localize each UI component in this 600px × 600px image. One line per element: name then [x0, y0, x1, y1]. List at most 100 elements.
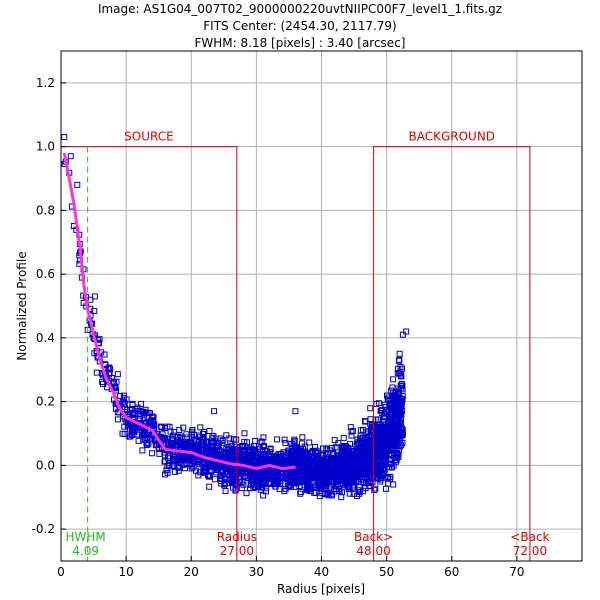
data-point: [124, 406, 131, 413]
data-point: [380, 414, 387, 421]
data-point: [93, 369, 100, 376]
data-point: [314, 454, 321, 461]
data-point: [397, 363, 404, 370]
data-point: [216, 446, 223, 453]
data-point: [243, 490, 250, 497]
data-point: [336, 467, 343, 474]
chart-title: Image: AS1G04_007T02_9000000220uvtNIIPC0…: [97, 2, 503, 16]
data-point: [349, 448, 356, 455]
data-point: [362, 434, 369, 441]
x-tick-label: 70: [509, 565, 524, 579]
region-background-box: [373, 146, 531, 561]
data-point: [228, 442, 235, 449]
data-point: [289, 472, 296, 479]
data-point: [206, 483, 213, 490]
data-point: [240, 474, 247, 481]
data-point: [197, 424, 204, 431]
data-point: [379, 441, 386, 448]
data-point: [219, 467, 226, 474]
data-point: [149, 450, 156, 457]
x-tick-label: 60: [444, 565, 459, 579]
data-point: [371, 487, 378, 494]
data-point: [305, 454, 312, 461]
data-point: [386, 401, 393, 408]
data-point: [398, 425, 405, 432]
x-tick-label: 10: [118, 565, 133, 579]
data-point: [145, 409, 152, 416]
data-point: [291, 452, 298, 459]
region-background-label: BACKGROUND: [408, 130, 495, 144]
data-point: [243, 439, 250, 446]
data-point: [274, 436, 281, 443]
y-tick-label: 1.2: [36, 76, 55, 90]
data-point: [390, 431, 397, 438]
data-point: [99, 380, 106, 387]
data-point: [245, 446, 252, 453]
data-point: [120, 394, 127, 401]
data-point: [130, 427, 137, 434]
data-point: [377, 430, 384, 437]
data-point: [277, 455, 284, 462]
data-point: [362, 442, 369, 449]
data-point: [232, 474, 239, 481]
x-tick-label: 40: [314, 565, 329, 579]
data-point: [337, 458, 344, 465]
data-point: [376, 457, 383, 464]
data-point: [323, 459, 330, 466]
data-point: [390, 462, 397, 469]
data-point: [370, 424, 377, 431]
data-point: [110, 380, 117, 387]
data-point: [114, 416, 121, 423]
data-point: [362, 418, 369, 425]
data-point: [111, 378, 118, 385]
data-point: [266, 449, 273, 456]
data-point: [247, 468, 254, 475]
hwhm-label: HWHM: [66, 530, 106, 544]
data-point: [117, 393, 124, 400]
data-point: [361, 457, 368, 464]
data-point: [377, 448, 384, 455]
data-point: [221, 482, 228, 489]
data-point: [260, 453, 267, 460]
data-point: [390, 481, 397, 488]
fwhm-text: FWHM: 8.18 [pixels] : 3.40 [arcsec]: [194, 36, 406, 50]
data-point: [105, 365, 112, 372]
data-point: [145, 440, 152, 447]
data-point: [282, 440, 289, 447]
region-source-label: SOURCE: [124, 130, 174, 144]
data-point: [221, 476, 228, 483]
data-point: [381, 410, 388, 417]
data-point: [368, 474, 375, 481]
data-point: [346, 490, 353, 497]
x-axis-label: Radius [pixels]: [277, 582, 365, 596]
data-point: [61, 134, 68, 141]
data-point: [167, 428, 174, 435]
data-point: [247, 481, 254, 488]
y-tick-label: 0.6: [36, 267, 55, 281]
data-point: [344, 473, 351, 480]
data-point: [101, 351, 108, 358]
data-point: [394, 390, 401, 397]
data-point: [206, 427, 213, 434]
data-point: [165, 453, 172, 460]
data-point: [260, 434, 267, 441]
data-point: [297, 489, 304, 496]
data-point: [223, 432, 230, 439]
data-point: [340, 434, 347, 441]
data-point: [284, 457, 291, 464]
data-point: [340, 443, 347, 450]
data-point: [183, 431, 190, 438]
data-point: [383, 434, 390, 441]
data-point: [161, 435, 168, 442]
data-point: [239, 442, 246, 449]
data-point: [397, 417, 404, 424]
data-point: [296, 460, 303, 467]
data-point: [361, 436, 368, 443]
data-point: [282, 474, 289, 481]
data-point: [240, 481, 247, 488]
fits-center-text: FITS Center: (2454.30, 2117.79): [203, 19, 397, 33]
data-point: [391, 392, 398, 399]
data-point: [124, 422, 131, 429]
data-point: [248, 458, 255, 465]
